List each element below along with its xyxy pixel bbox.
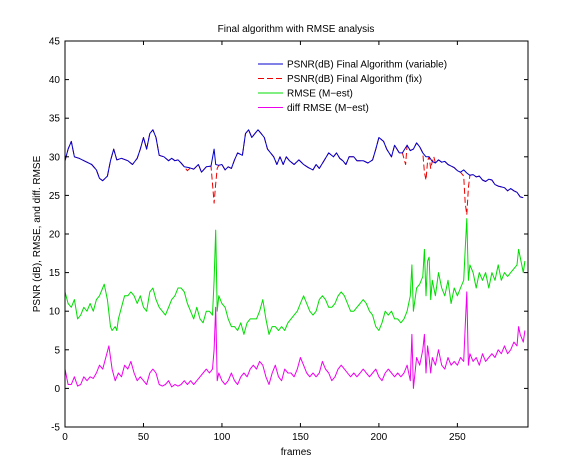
series-line-1	[65, 129, 524, 199]
series-line-4	[65, 291, 526, 389]
legend-label-4: diff RMSE (M−est)	[287, 103, 369, 114]
legend-label-2: PSNR(dB) Final Algorithm (fix)	[287, 74, 422, 85]
x-tick-label: 150	[292, 432, 309, 443]
x-tick-label: 250	[449, 432, 466, 443]
y-tick-label: 0	[54, 384, 60, 395]
y-tick-label: 15	[49, 268, 61, 279]
y-tick-label: 25	[49, 191, 61, 202]
legend-label-3: RMSE (M−est)	[287, 89, 353, 100]
x-tick-label: 200	[371, 432, 388, 443]
x-tick-label: 0	[62, 432, 68, 443]
y-tick-label: 35	[49, 114, 61, 125]
y-tick-label: 30	[49, 152, 61, 163]
x-tick-label: 50	[138, 432, 150, 443]
x-tick-label: 100	[214, 432, 231, 443]
legend: PSNR(dB) Final Algorithm (variable) PSNR(…	[253, 53, 475, 115]
y-tick-label: 45	[49, 37, 61, 48]
series-line-3	[65, 218, 526, 335]
legend-box	[253, 53, 475, 115]
legend-label-1: PSNR(dB) Final Algorithm (variable)	[287, 60, 447, 71]
y-tick-label: 20	[49, 230, 61, 241]
x-axis-label: frames	[281, 447, 312, 458]
y-tick-label: 10	[49, 307, 61, 318]
y-tick-label: 5	[54, 345, 60, 356]
y-tick-label: -5	[51, 423, 60, 434]
y-axis-label: PSNR (dB), RMSE, and diff. RMSE	[32, 155, 43, 312]
chart-title: Final algorithm with RMSE analysis	[218, 24, 375, 35]
y-tick-label: 40	[49, 75, 61, 86]
